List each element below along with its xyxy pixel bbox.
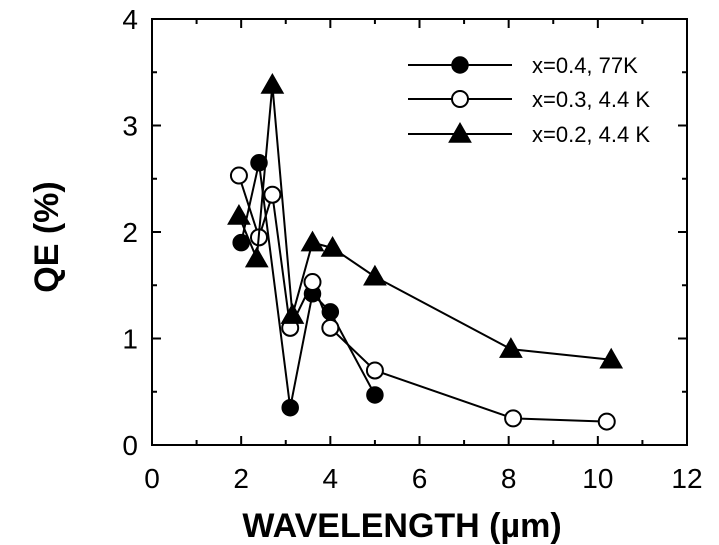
legend-marker bbox=[448, 121, 472, 143]
legend-entry: x=0.3, 4.4 K bbox=[408, 87, 650, 112]
y-tick-label: 1 bbox=[122, 324, 138, 355]
legend-entry: x=0.4, 77K bbox=[408, 53, 638, 78]
data-point bbox=[250, 154, 268, 172]
data-point bbox=[244, 246, 269, 268]
data-point bbox=[263, 185, 282, 204]
data-point bbox=[300, 230, 325, 252]
data-point bbox=[599, 347, 624, 369]
x-tick-label: 4 bbox=[323, 463, 339, 494]
x-tick-label: 2 bbox=[233, 463, 249, 494]
data-point bbox=[504, 409, 523, 428]
data-point bbox=[363, 264, 387, 286]
plot-area bbox=[151, 18, 688, 446]
series-layer bbox=[227, 73, 624, 431]
legend-label: x=0.3, 4.4 K bbox=[532, 87, 650, 112]
data-point bbox=[227, 204, 251, 225]
data-point bbox=[260, 73, 285, 94]
x-tick-label: 6 bbox=[412, 463, 428, 494]
legend-label: x=0.2, 4.4 K bbox=[532, 122, 650, 147]
x-tick-label: 8 bbox=[501, 463, 517, 494]
data-point bbox=[366, 386, 384, 404]
data-point bbox=[281, 398, 299, 417]
legend: x=0.4, 77K x=0.3, 4.4 K x=0.2, 4.4 K bbox=[408, 53, 650, 147]
legend-label: x=0.4, 77K bbox=[532, 53, 638, 78]
series-3 bbox=[227, 73, 624, 369]
y-tick-label: 3 bbox=[122, 111, 138, 142]
data-point bbox=[597, 412, 616, 431]
x-axis-label: WAVELENGTH (µm) bbox=[242, 507, 561, 545]
data-point bbox=[321, 318, 340, 337]
data-point bbox=[499, 337, 523, 358]
y-tick-label: 0 bbox=[122, 430, 138, 461]
y-tick-label: 2 bbox=[122, 217, 138, 248]
data-point bbox=[229, 166, 248, 185]
legend-entry: x=0.2, 4.4 K bbox=[408, 121, 650, 147]
series-1 bbox=[232, 154, 384, 417]
y-tick-label: 4 bbox=[122, 4, 138, 35]
x-tick-label: 0 bbox=[144, 463, 160, 494]
data-point bbox=[280, 303, 305, 324]
data-point bbox=[365, 361, 384, 380]
x-tick-label: 10 bbox=[582, 463, 613, 494]
legend-marker bbox=[451, 90, 469, 108]
x-axis: 0 2 4 6 8 10 12 bbox=[144, 19, 703, 494]
x-tick-label: 12 bbox=[671, 463, 702, 494]
data-point bbox=[320, 235, 345, 257]
plot-frame bbox=[151, 18, 688, 446]
series-2 bbox=[229, 166, 616, 431]
y-axis-label: QE (%) bbox=[28, 181, 66, 292]
y-axis: 0 1 2 3 4 bbox=[122, 4, 687, 461]
legend-marker bbox=[451, 56, 469, 74]
data-point bbox=[303, 273, 322, 292]
